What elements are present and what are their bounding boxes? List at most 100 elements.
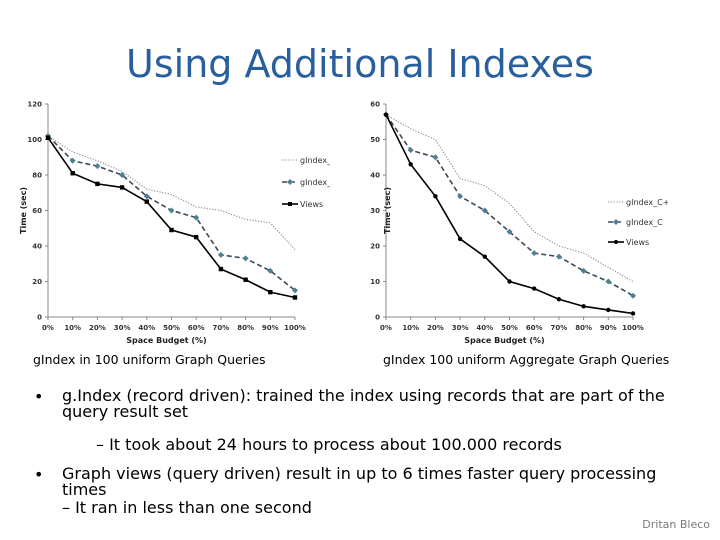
- bullet-views-line1: Graph views (query driven) result in up …: [62, 464, 657, 483]
- data-point: [531, 250, 538, 257]
- legend-label: gIndex_Q+D: [300, 156, 330, 165]
- data-point: [243, 277, 248, 282]
- x-tick-label: 20%: [427, 324, 444, 332]
- legend-marker: [287, 179, 293, 185]
- data-point: [169, 227, 174, 233]
- data-point: [292, 287, 298, 294]
- y-tick-label: 0: [375, 314, 380, 322]
- series-line-gIndex_C: [385, 114, 634, 297]
- data-point: [432, 154, 439, 161]
- data-point: [457, 236, 463, 242]
- data-point: [433, 194, 438, 199]
- legend-marker: [613, 219, 619, 225]
- legend-label: gIndex_C: [626, 218, 663, 227]
- data-point: [168, 207, 175, 214]
- data-point: [69, 157, 76, 164]
- x-tick-label: 50%: [163, 324, 180, 332]
- legend-marker: [614, 240, 618, 244]
- data-point: [267, 267, 274, 274]
- data-point: [242, 255, 249, 262]
- data-point: [606, 307, 611, 313]
- legend-label: gIndex_Q: [300, 178, 330, 187]
- chart-caption-left: gIndex in 100 uniform Graph Queries: [33, 352, 266, 367]
- slide-title: Using Additional Indexes: [126, 42, 594, 86]
- legend-label: Views: [300, 200, 323, 209]
- x-tick-label: 40%: [138, 324, 155, 332]
- data-point: [581, 304, 586, 309]
- sub-bullet-one-second: – It ran in less than one second: [62, 498, 312, 517]
- y-tick-label: 120: [27, 101, 42, 109]
- x-tick-label: 70%: [213, 324, 230, 332]
- data-point: [194, 234, 199, 240]
- y-tick-label: 10: [370, 278, 380, 286]
- x-tick-label: 60%: [188, 324, 205, 332]
- data-point: [580, 267, 587, 274]
- bullet-marker: •: [34, 465, 44, 484]
- chart-caption-right: gIndex 100 uniform Aggregate Graph Queri…: [383, 352, 670, 367]
- data-point: [217, 251, 224, 258]
- bullet-views-line2: times: [62, 480, 107, 499]
- data-point: [507, 279, 512, 284]
- x-tick-label: 60%: [526, 324, 543, 332]
- y-tick-label: 80: [32, 172, 42, 180]
- x-tick-label: 40%: [476, 324, 493, 332]
- x-axis-label: Space Budget (%): [126, 336, 206, 345]
- data-point: [94, 163, 101, 170]
- data-point: [407, 147, 414, 154]
- series-line-gIndex_Q+D: [47, 135, 296, 250]
- data-point: [218, 266, 224, 272]
- y-axis-label: Time (sec): [19, 187, 28, 234]
- data-point: [532, 286, 537, 291]
- data-point: [383, 112, 389, 117]
- x-tick-label: 70%: [551, 324, 568, 332]
- data-point: [457, 193, 464, 200]
- y-tick-label: 20: [370, 243, 380, 251]
- data-point: [143, 193, 150, 200]
- x-tick-label: 30%: [114, 324, 131, 332]
- y-axis-label: Time (sec): [383, 187, 392, 234]
- chart-aggregate-graph-queries: 0 10 20 30 40 50 60 0% 10% 20% 30% 40% 50% 60% 70% 80% 9…: [370, 101, 668, 346]
- x-tick-label: 80%: [237, 324, 254, 332]
- bullet-gindex-line2: query result set: [62, 402, 189, 421]
- data-point: [506, 228, 513, 235]
- x-axis-label: Space Budget (%): [464, 336, 544, 345]
- x-tick-label: 100%: [622, 324, 644, 332]
- x-tick-label: 80%: [575, 324, 592, 332]
- y-tick-label: 60: [370, 101, 380, 109]
- x-tick-label: 10%: [402, 324, 419, 332]
- data-point: [408, 162, 413, 167]
- y-tick-label: 30: [370, 207, 380, 215]
- data-point: [630, 311, 636, 316]
- x-tick-label: 20%: [89, 324, 106, 332]
- series-line-gIndex_C+D: [385, 114, 634, 282]
- sub-bullet-24-hours: – It took about 24 hours to process abou…: [96, 435, 562, 454]
- legend-label: gIndex_C+D: [626, 198, 668, 207]
- y-tick-label: 40: [370, 172, 380, 180]
- data-point: [481, 207, 488, 214]
- y-tick-label: 40: [32, 243, 42, 251]
- y-tick-label: 100: [27, 136, 42, 144]
- data-point: [555, 253, 562, 260]
- data-point: [292, 295, 298, 300]
- x-tick-label: 30%: [452, 324, 469, 332]
- x-tick-label: 90%: [262, 324, 279, 332]
- data-point: [119, 185, 125, 190]
- series-line-Views: [47, 137, 296, 299]
- data-point: [482, 254, 487, 259]
- author-footer: Dritan Bleco: [642, 518, 710, 531]
- x-tick-label: 10%: [64, 324, 81, 332]
- data-point: [119, 172, 126, 178]
- x-tick-label: 0%: [42, 324, 54, 332]
- y-tick-label: 60: [32, 207, 42, 215]
- x-tick-label: 100%: [284, 324, 306, 332]
- data-point: [556, 297, 562, 302]
- y-tick-label: 50: [370, 136, 380, 144]
- bullet-gindex-line1: g.Index (record driven): trained the ind…: [62, 386, 665, 405]
- y-tick-label: 0: [37, 314, 42, 322]
- data-point: [144, 199, 149, 204]
- data-point: [193, 214, 200, 221]
- data-point: [630, 292, 636, 299]
- x-tick-label: 50%: [501, 324, 518, 332]
- data-point: [268, 289, 273, 295]
- data-point: [70, 171, 75, 176]
